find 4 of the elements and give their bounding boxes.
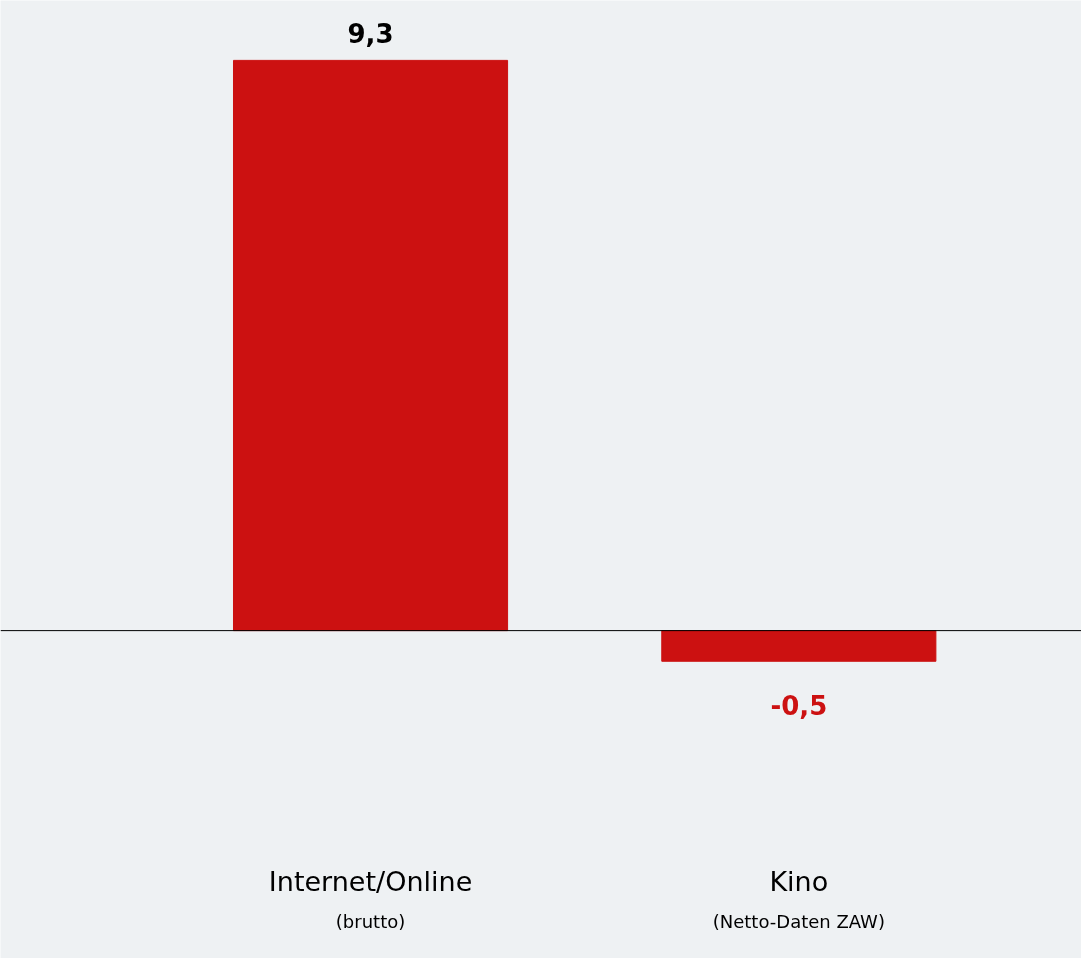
data-label: 9,3 xyxy=(347,19,394,50)
data-label: -0,5 xyxy=(770,691,828,722)
x-tick-label: Internet/Online (brutto) xyxy=(268,866,473,932)
x-tick-label: Kino (Netto-Daten ZAW) xyxy=(712,866,885,932)
